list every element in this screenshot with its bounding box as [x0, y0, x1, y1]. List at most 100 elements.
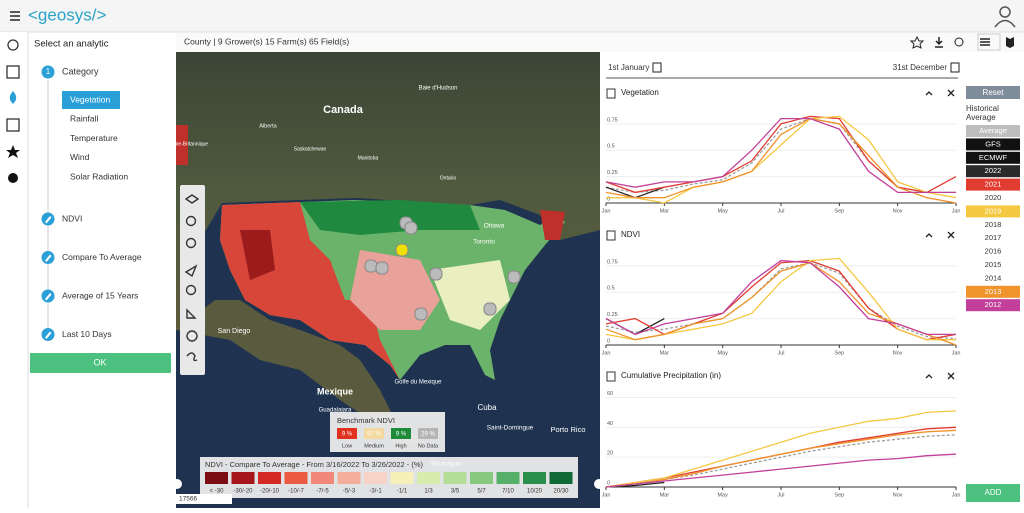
x-tick-label: Jan: [952, 350, 961, 356]
zoom-button[interactable]: [954, 37, 964, 47]
search-tool[interactable]: [185, 284, 197, 296]
field-marker[interactable]: [364, 259, 378, 273]
history-label[interactable]: 2020: [985, 193, 1002, 202]
category-option[interactable]: Wind: [70, 152, 90, 162]
history-item[interactable]: [966, 272, 1020, 285]
collapse-chart[interactable]: [925, 233, 933, 238]
field-marker[interactable]: [429, 267, 443, 281]
history-label[interactable]: 2018: [985, 220, 1002, 229]
rail-icon[interactable]: [6, 118, 20, 132]
history-item[interactable]: [966, 192, 1020, 204]
history-label[interactable]: 2013: [985, 287, 1002, 296]
close-chart[interactable]: [947, 372, 955, 380]
measure-tool[interactable]: [186, 308, 197, 319]
list-frame: [977, 33, 1001, 51]
add-button[interactable]: [966, 484, 1020, 502]
history-item[interactable]: [966, 285, 1020, 298]
history-label[interactable]: 2019: [985, 206, 1002, 215]
reset-button[interactable]: [966, 86, 1020, 99]
rail-icon-active[interactable]: [9, 90, 17, 104]
step-label[interactable]: NDVI: [62, 213, 82, 223]
history-item[interactable]: [966, 205, 1020, 218]
locate-tool[interactable]: [184, 264, 198, 278]
history-label[interactable]: 2022: [985, 166, 1002, 175]
history-item[interactable]: [966, 259, 1020, 271]
history-item[interactable]: [966, 178, 1020, 191]
category-option[interactable]: Temperature: [70, 133, 118, 143]
step-label[interactable]: Average of 15 Years: [62, 290, 138, 300]
option-selected[interactable]: [62, 91, 120, 109]
history-label[interactable]: GFS: [985, 139, 1000, 148]
history-label[interactable]: Average: [979, 126, 1007, 135]
legend-swatch: [337, 472, 361, 484]
benchmark-swatch: [418, 428, 438, 439]
edit-icon: [45, 331, 52, 339]
rail-icon[interactable]: [6, 145, 20, 158]
history-label[interactable]: 2016: [985, 247, 1002, 256]
map[interactable]: Benchmark NDVI NDVI - Compare To Average…: [172, 52, 604, 508]
calendar-icon[interactable]: [950, 62, 960, 73]
history-label[interactable]: ECMWF: [979, 153, 1008, 162]
ok-label[interactable]: OK: [93, 357, 106, 367]
rail-icon[interactable]: [8, 173, 18, 183]
favorite-button[interactable]: [909, 35, 925, 49]
benchmark-swatch: [391, 428, 411, 439]
history-label[interactable]: 2017: [985, 233, 1002, 242]
history-item[interactable]: [966, 151, 1020, 164]
category-option[interactable]: Vegetation: [70, 94, 110, 104]
field-marker[interactable]: [483, 302, 497, 316]
menu-button[interactable]: [10, 11, 20, 21]
history-item[interactable]: [966, 299, 1020, 312]
step-label[interactable]: Last 10 Days: [62, 329, 112, 339]
map-button[interactable]: [1006, 37, 1014, 48]
x-tick-label: Jan: [952, 208, 961, 214]
history-label[interactable]: 2015: [985, 260, 1002, 269]
legend-swatch: [205, 472, 228, 484]
close-chart[interactable]: [947, 89, 955, 97]
history-item[interactable]: [966, 125, 1020, 137]
history-item[interactable]: [966, 138, 1020, 151]
add-label[interactable]: ADD: [985, 488, 1002, 497]
field-marker[interactable]: [375, 261, 389, 275]
collapse-left[interactable]: [172, 479, 182, 489]
download-button[interactable]: [935, 37, 943, 48]
close-chart[interactable]: [947, 231, 955, 239]
history-label[interactable]: 2014: [985, 273, 1002, 282]
reset-label[interactable]: Reset: [983, 88, 1005, 97]
map-label: Golfe du Mexique: [394, 380, 442, 386]
history-item[interactable]: [966, 165, 1020, 178]
x-tick-label: Jan: [602, 208, 611, 214]
benchmark-value: 29 %: [421, 432, 435, 438]
category-option[interactable]: Solar Radiation: [70, 171, 128, 181]
user-icon[interactable]: [994, 6, 1016, 28]
list-button[interactable]: [980, 38, 990, 46]
ok-button[interactable]: [30, 353, 171, 373]
history-item[interactable]: [966, 245, 1020, 258]
field-marker[interactable]: [414, 307, 428, 321]
draw-tool[interactable]: [186, 352, 198, 362]
rail-icon[interactable]: [7, 39, 19, 51]
zoom-out-tool[interactable]: [185, 237, 197, 249]
layers-tool[interactable]: [184, 194, 200, 204]
field-marker[interactable]: [404, 221, 418, 235]
series-line: [605, 259, 956, 336]
history-item[interactable]: [966, 218, 1020, 231]
y-tick-label: 0.75: [607, 117, 618, 123]
map-tools: [180, 185, 205, 375]
calendar-icon[interactable]: [652, 62, 662, 73]
collapse-chart[interactable]: [925, 374, 933, 379]
zoom-in-tool[interactable]: [185, 215, 197, 227]
collapse-chart[interactable]: [925, 91, 933, 96]
end-date[interactable]: 31st December: [893, 63, 948, 72]
rail-icon[interactable]: [6, 65, 20, 79]
field-marker-selected[interactable]: [395, 243, 409, 257]
history-label[interactable]: 2012: [985, 300, 1002, 309]
target-tool[interactable]: [186, 330, 198, 342]
category-option[interactable]: Rainfall: [70, 114, 98, 124]
step-label[interactable]: Compare To Average: [62, 252, 142, 262]
start-date[interactable]: 1st January: [608, 63, 649, 72]
history-label[interactable]: 2021: [985, 180, 1002, 189]
field-marker[interactable]: [507, 270, 521, 284]
history-item[interactable]: [966, 232, 1020, 245]
x-tick-label: Sep: [834, 492, 844, 498]
